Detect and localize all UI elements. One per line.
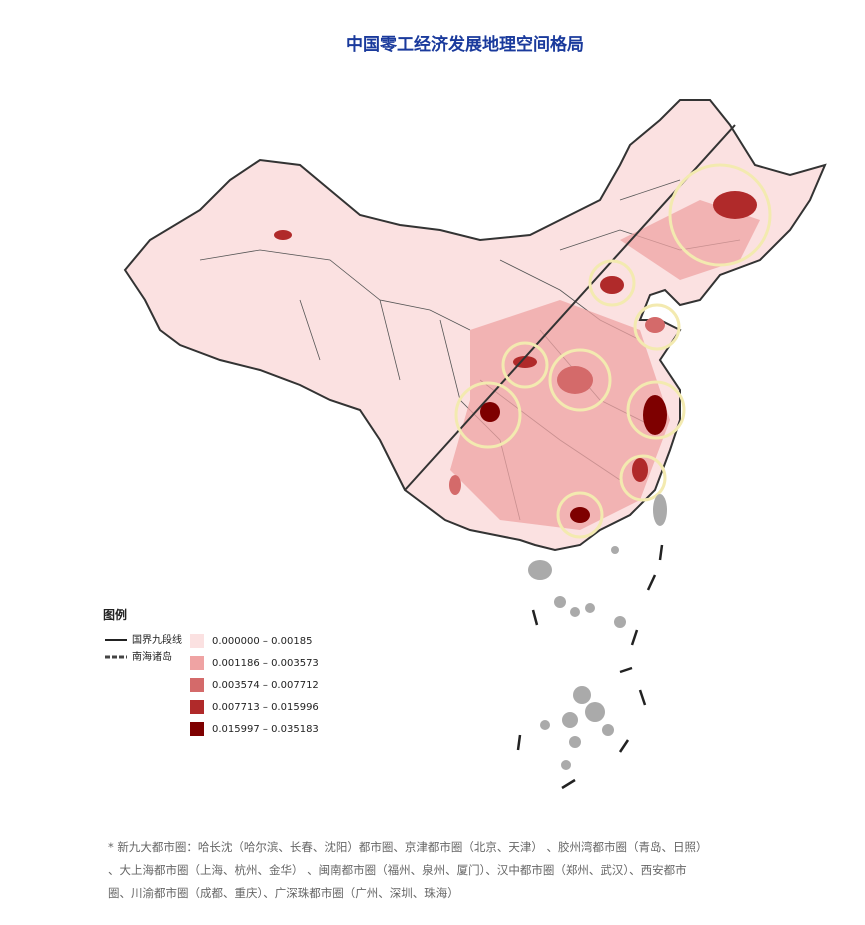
footnote: * 新九大都市圈：哈长沈（哈尔滨、长春、沈阳）都市圈、京津都市圈（北京、天津） … bbox=[108, 840, 708, 900]
legend-label: 0.007713 – 0.015996 bbox=[212, 702, 319, 713]
legend-swatch bbox=[190, 634, 204, 648]
legend-label: 0.015997 – 0.035183 bbox=[212, 724, 319, 735]
legend-swatch bbox=[190, 700, 204, 714]
legend-label: 0.000000 – 0.00185 bbox=[212, 636, 312, 647]
legend-line-label: 南海诸岛 bbox=[132, 650, 172, 663]
south-sea-islands bbox=[540, 546, 626, 770]
taiwan bbox=[653, 494, 667, 526]
metro-circles bbox=[454, 163, 772, 539]
legend-swatch bbox=[190, 656, 204, 670]
hainan bbox=[528, 560, 552, 580]
map-title: 中国零工经济发展地理空间格局 bbox=[346, 35, 584, 55]
legend-swatch bbox=[190, 722, 204, 736]
legend-swatch bbox=[190, 678, 204, 692]
legend-label: 0.003574 – 0.007712 bbox=[212, 680, 319, 691]
legend: 图例 国界九段线 南海诸岛 0.000000 – 0.00185 0.001186… bbox=[103, 607, 319, 736]
nine-dash-line bbox=[516, 544, 664, 790]
legend-title: 图例 bbox=[103, 607, 127, 622]
legend-label: 0.001186 – 0.003573 bbox=[212, 658, 319, 669]
china-map bbox=[123, 99, 827, 790]
legend-line-label: 国界九段线 bbox=[132, 633, 182, 646]
